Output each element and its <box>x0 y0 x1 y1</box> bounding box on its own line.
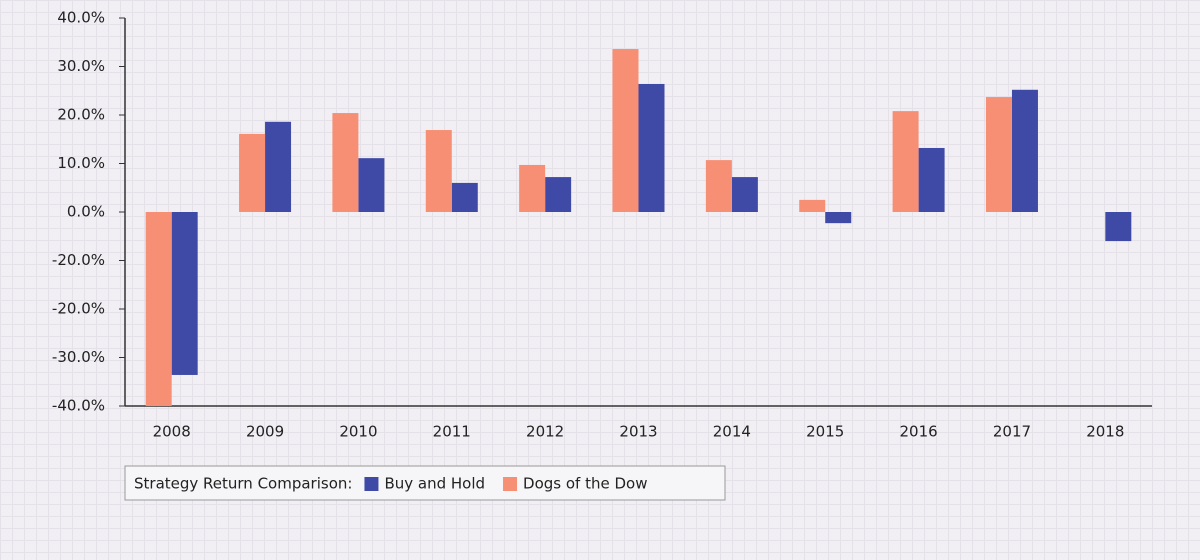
y-tick-label: 0.0% <box>67 203 105 221</box>
y-tick-label: 40.0% <box>57 9 105 27</box>
bar <box>825 212 852 224</box>
x-tick-label: 2008 <box>153 423 191 441</box>
bar <box>799 199 826 212</box>
bar <box>451 182 478 212</box>
bar <box>358 158 385 212</box>
legend-label: Buy and Hold <box>384 475 485 493</box>
bar <box>265 121 292 212</box>
x-tick-label: 2014 <box>713 423 751 441</box>
x-tick-label: 2012 <box>526 423 564 441</box>
x-tick-label: 2016 <box>899 423 937 441</box>
bar <box>638 83 665 213</box>
y-tick-label: -20.0% <box>52 300 105 318</box>
legend-label: Dogs of the Dow <box>523 475 647 493</box>
x-tick-label: 2017 <box>993 423 1031 441</box>
bar <box>171 212 198 375</box>
bar <box>519 164 546 212</box>
bar <box>239 133 266 212</box>
x-tick-label: 2018 <box>1086 423 1124 441</box>
x-tick-label: 2015 <box>806 423 844 441</box>
legend-swatch <box>364 477 379 491</box>
bar <box>425 130 452 212</box>
legend-box <box>124 465 726 501</box>
legend-title: Strategy Return Comparison: <box>134 475 352 493</box>
y-tick-label: -40.0% <box>52 397 105 415</box>
x-tick-label: 2009 <box>246 423 284 441</box>
bar <box>545 177 572 212</box>
bar <box>1105 212 1132 242</box>
x-tick-label: 2010 <box>339 423 377 441</box>
bar <box>612 49 639 212</box>
y-tick-label: -20.0% <box>52 251 105 269</box>
bar <box>892 111 919 212</box>
bar <box>1011 89 1038 212</box>
y-tick-label: 30.0% <box>57 57 105 75</box>
bar <box>332 113 359 212</box>
bar <box>918 147 945 212</box>
y-tick-label: 20.0% <box>57 106 105 124</box>
bar <box>985 97 1012 212</box>
x-tick-label: 2013 <box>619 423 657 441</box>
x-tick-label: 2011 <box>433 423 471 441</box>
bar <box>731 177 758 212</box>
y-tick-label: 10.0% <box>57 154 105 172</box>
bar <box>705 160 732 212</box>
bar <box>145 212 172 406</box>
y-tick-label: -30.0% <box>52 348 105 366</box>
legend-swatch <box>503 477 518 491</box>
